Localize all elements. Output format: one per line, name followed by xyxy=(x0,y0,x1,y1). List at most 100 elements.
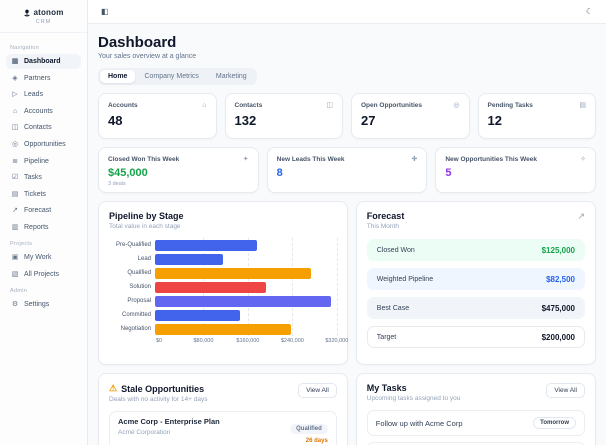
stale-view-all-button[interactable]: View All xyxy=(298,383,337,398)
settings-icon: ⚙ xyxy=(11,300,19,308)
stat-value: 12 xyxy=(487,113,502,128)
contacts-icon: ◫ xyxy=(11,124,19,132)
forecast-row-value: $82,500 xyxy=(546,274,575,284)
chart-bar xyxy=(155,253,224,265)
logo-icon xyxy=(24,9,31,16)
stale-title: Stale Opportunities xyxy=(121,383,205,394)
chart-category-label: Solution xyxy=(129,284,151,290)
forecast-row: Weighted Pipeline $82,500 xyxy=(366,268,585,290)
chart-category-label: Proposal xyxy=(127,298,151,304)
sidebar-item-tickets[interactable]: ▤ Tickets xyxy=(6,187,81,202)
sidebar-item-opportunities[interactable]: ◎ Opportunities xyxy=(6,137,81,152)
sidebar-toggle-icon[interactable]: ◧ xyxy=(98,5,112,19)
week-stats-row: Closed Won This Week ✦ $45,000 3 deals N… xyxy=(98,147,596,193)
stat-note: 3 deals xyxy=(108,181,126,187)
chart-category-label: Qualified xyxy=(127,270,151,276)
forecast-row-label: Weighted Pipeline xyxy=(376,275,434,283)
bottom-panels: ⚠ Stale Opportunities Deals with no activ… xyxy=(98,373,596,445)
forecast-title: Forecast xyxy=(366,211,405,221)
forecast-row-value: $475,000 xyxy=(541,303,575,313)
sidebar-item-label: Settings xyxy=(24,300,50,308)
nav-section-label: Navigation xyxy=(10,45,39,51)
sidebar-nav: Navigation ▦ Dashboard ◈ Partners ▷ Leads ⌂ Acc… xyxy=(0,33,87,319)
sidebar-item-dashboard[interactable]: ▦ Dashboard xyxy=(6,54,81,70)
tasks-subtitle: Upcoming tasks assigned to you xyxy=(366,395,461,402)
sidebar-item-label: All Projects xyxy=(24,270,60,278)
chart-row: Pre-Qualified xyxy=(109,238,337,252)
sidebar-item-leads[interactable]: ▷ Leads xyxy=(6,87,81,102)
stat-label: Contacts xyxy=(234,102,263,109)
stale-list: Acme Corp - Enterprise Plan Acme Corpora… xyxy=(109,411,337,445)
pipeline-chart-card: Pipeline by Stage Total value in each st… xyxy=(98,201,348,365)
sidebar: atonom CRM Navigation ▦ Dashboard ◈ Partner… xyxy=(0,0,88,445)
chart-x-tick-label: $0 xyxy=(155,338,163,344)
chart-row: Solution xyxy=(109,280,337,294)
forecast-row-value: $125,000 xyxy=(541,245,575,255)
chart-row: Qualified xyxy=(109,266,337,280)
tasks-icon: ☑ xyxy=(11,174,19,182)
stat-label: Open Opportunities xyxy=(361,102,423,109)
all-projects-icon: ▧ xyxy=(11,270,19,278)
tab[interactable]: Home xyxy=(100,70,136,83)
forecast-subtitle: This Month xyxy=(366,223,399,230)
stat-label: Pending Tasks xyxy=(487,102,533,109)
chart-x-tick-label: $80,000 xyxy=(193,338,214,344)
stat-card: Accounts ⌂ 48 xyxy=(98,93,217,139)
stat-label: New Leads This Week xyxy=(276,156,345,163)
clipboard-icon: ▤ xyxy=(579,102,586,109)
stats-row: Accounts ⌂ 48 Contacts ◫ 132 Open Oppo xyxy=(98,93,596,139)
reports-icon: ▥ xyxy=(11,223,19,231)
days-stale: 26 days xyxy=(305,438,328,444)
task-name: Follow up with Acme Corp xyxy=(375,418,463,428)
forecast-row-label: Best Case xyxy=(376,304,410,312)
pipeline-chart-rows: Pre-Qualified Lead Qualified xyxy=(109,238,337,336)
sidebar-item-contacts[interactable]: ◫ Contacts xyxy=(6,120,81,135)
chart-bar xyxy=(155,267,312,279)
sidebar-item-forecast[interactable]: ↗ Forecast xyxy=(6,203,81,218)
stale-opportunities-card: ⚠ Stale Opportunities Deals with no activ… xyxy=(98,373,348,445)
pipeline-bar-chart: Pre-Qualified Lead Qualified xyxy=(109,238,348,347)
chart-row: Committed xyxy=(109,308,337,322)
topbar: ◧ ☾ xyxy=(88,0,606,24)
chart-bar xyxy=(155,281,266,293)
forecast-row: Closed Won $125,000 xyxy=(366,239,585,261)
stat-label: Closed Won This Week xyxy=(108,156,180,163)
tasks-view-all-button[interactable]: View All xyxy=(546,383,585,398)
forecast-row: Target $200,000 xyxy=(366,326,585,348)
sidebar-item-label: Dashboard xyxy=(24,58,61,65)
sidebar-item-pipeline[interactable]: ≣ Pipeline xyxy=(6,154,81,169)
stale-subtitle: Deals with no activity for 14+ days xyxy=(109,396,208,403)
sidebar-item-tasks[interactable]: ☑ Tasks xyxy=(6,170,81,185)
chart-x-ticks: $0 $80,000 $160,000 $240,000 $320,000 xyxy=(155,338,348,347)
chart-row: Proposal xyxy=(109,294,337,308)
middle-panels: Pipeline by Stage Total value in each st… xyxy=(98,201,596,365)
my-work-icon: ▣ xyxy=(11,254,19,262)
tasks-list: Follow up with Acme Corp Tomorrow Prepar… xyxy=(366,410,585,445)
tickets-icon: ▤ xyxy=(11,190,19,198)
chart-x-tick-label: $160,000 xyxy=(236,338,260,344)
nav-section: Navigation ▦ Dashboard ◈ Partners ▷ Leads ⌂ Acc… xyxy=(6,45,81,235)
sidebar-item-all-projects[interactable]: ▧ All Projects xyxy=(6,267,81,282)
stat-card: Contacts ◫ 132 xyxy=(224,93,343,139)
stale-opportunity-row[interactable]: Acme Corp - Enterprise Plan Acme Corpora… xyxy=(109,411,337,445)
sidebar-item-label: Reports xyxy=(24,223,49,231)
tab[interactable]: Marketing xyxy=(208,70,255,83)
user-plus-icon: ✚ xyxy=(411,156,418,163)
sidebar-item-accounts[interactable]: ⌂ Accounts xyxy=(6,104,81,119)
nav-section-label: Admin xyxy=(10,287,28,294)
task-row[interactable]: Follow up with Acme Corp Tomorrow xyxy=(366,410,585,436)
sidebar-item-settings[interactable]: ⚙ Settings xyxy=(6,297,81,312)
tab[interactable]: Company Metrics xyxy=(136,70,206,83)
theme-toggle-moon-icon[interactable]: ☾ xyxy=(583,5,596,19)
sidebar-item-reports[interactable]: ▥ Reports xyxy=(6,220,81,235)
stat-value: 8 xyxy=(276,167,283,179)
opportunity-name: Acme Corp - Enterprise Plan xyxy=(118,417,220,426)
nav-section: Admin ⚙ Settings xyxy=(6,288,81,312)
users-icon: ◫ xyxy=(326,102,333,109)
nav-section: Projects ▣ My Work ▧ All Projects xyxy=(6,241,81,282)
sidebar-item-my-work[interactable]: ▣ My Work xyxy=(6,250,81,265)
week-stat-card: New Opportunities This Week ✧ 5 xyxy=(435,147,596,193)
accounts-icon: ⌂ xyxy=(12,107,18,115)
sidebar-item-partners[interactable]: ◈ Partners xyxy=(6,71,81,86)
stat-value: 48 xyxy=(108,113,123,128)
